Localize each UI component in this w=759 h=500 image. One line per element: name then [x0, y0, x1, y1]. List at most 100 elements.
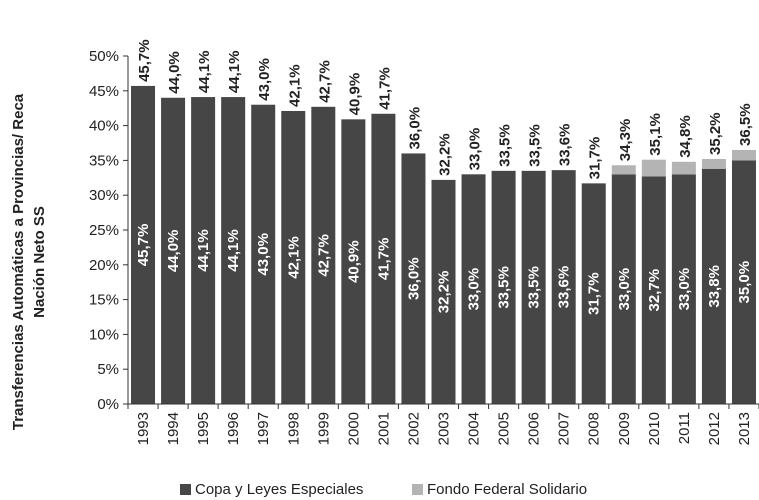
bar-value-label: 45,7% [135, 224, 152, 267]
bar-value-label: 41,7% [375, 238, 392, 281]
bar-total-label: 45,7% [136, 39, 153, 82]
y-tick-label: 0% [97, 396, 119, 413]
bar-copa [311, 106, 336, 405]
x-tick-label: 1998 [285, 412, 302, 445]
bar-total-label: 36,0% [406, 107, 423, 150]
bar-value-label: 33,6% [556, 266, 573, 309]
bar-copa [581, 183, 606, 404]
bar-value-label: 42,1% [285, 236, 302, 279]
bar-copa [671, 174, 696, 404]
bar-value-label: 32,7% [646, 269, 663, 312]
bar-total-label: 32,2% [437, 133, 454, 176]
y-tick-label: 40% [89, 118, 119, 135]
bar-total-label: 35,2% [707, 112, 724, 155]
legend: Copa y Leyes Especiales Fondo Federal So… [180, 481, 587, 498]
x-tick-label: 2013 [736, 412, 753, 445]
y-tick-label: 35% [89, 152, 119, 169]
y-axis-title: Transferencias Automáticas a Provincias/… [10, 93, 48, 430]
bar-total-label: 40,9% [346, 73, 363, 116]
bar-total-label: 42,1% [286, 64, 303, 107]
bar-value-label: 32,2% [436, 271, 453, 314]
y-axis: 0% 5% 10% 15% 20% 25% 30% 35% 40% 45% 50% [89, 48, 129, 413]
y-tick-label: 15% [89, 292, 119, 309]
bar-total-label: 33,0% [467, 128, 484, 171]
bar-total-label: 41,7% [376, 67, 393, 110]
bar-copa [701, 168, 726, 404]
y-tick-label: 30% [89, 187, 119, 204]
bar-total-label: 35,1% [647, 113, 664, 156]
legend-label-copa: Copa y Leyes Especiales [195, 481, 363, 498]
bar-copa [641, 176, 666, 404]
bar-copa [371, 113, 396, 404]
x-axis: 1993 1994 1995 1996 1997 1998 1999 2000 2001 2002… [127, 403, 759, 445]
x-tick-label: 2012 [706, 412, 723, 445]
x-tick-label: 1994 [165, 412, 182, 445]
x-tick-label: 2000 [345, 412, 362, 445]
bar-total-label: 31,7% [587, 137, 604, 180]
x-tick-label: 2010 [646, 412, 663, 445]
x-tick-label: 1997 [255, 412, 272, 445]
bar-copa [431, 179, 456, 404]
bar-value-label: 43,0% [255, 233, 272, 276]
bar-value-label: 36,0% [405, 257, 422, 300]
bar-copa [551, 170, 576, 404]
y-axis-title-line-2: Nación Neto SS [31, 206, 48, 318]
bar-copa [131, 85, 156, 404]
bar-value-label: 35,0% [736, 261, 753, 304]
bar-value-label: 33,0% [676, 268, 693, 311]
bar-total-label: 44,1% [226, 51, 243, 94]
bar-value-label: 42,7% [315, 234, 332, 277]
y-tick-label: 50% [89, 48, 119, 65]
bar-value-label: 33,5% [526, 266, 543, 309]
x-tick-label: 2005 [496, 412, 513, 445]
x-tick-label: 2008 [586, 412, 603, 445]
bar-copa [191, 97, 216, 405]
bar-fondo [731, 149, 756, 161]
bar-copa [731, 160, 756, 404]
bar-value-label: 31,7% [586, 272, 603, 315]
x-tick-label: 2004 [466, 412, 483, 445]
x-tick-label: 2006 [526, 412, 543, 445]
legend-swatch-fondo [412, 484, 423, 495]
x-tick-label: 1993 [135, 412, 152, 445]
y-axis-title-line-1: Transferencias Automáticas a Provincias/… [10, 93, 27, 430]
bar-copa [611, 174, 636, 404]
x-tick-label: 2001 [375, 412, 392, 445]
bar-copa [341, 119, 366, 404]
x-tick-label: 1995 [195, 412, 212, 445]
bar-total-label: 33,5% [527, 124, 544, 167]
bar-total-label: 43,0% [256, 58, 273, 101]
bar-copa [281, 110, 306, 404]
x-tick-label: 2007 [556, 412, 573, 445]
bar-value-label: 44,1% [225, 229, 242, 272]
bar-copa [461, 174, 486, 404]
bar-total-label: 42,7% [316, 60, 333, 103]
bar-copa [221, 97, 246, 405]
bar-copa [161, 97, 186, 404]
bar-fondo [701, 159, 726, 169]
legend-swatch-copa [180, 484, 191, 495]
y-tick-label: 45% [89, 83, 119, 100]
x-tick-label: 2011 [676, 412, 693, 444]
bar-total-label: 33,6% [557, 124, 574, 167]
bar-total-label: 33,5% [497, 124, 514, 167]
x-tick-label: 1996 [225, 412, 242, 445]
bar-fondo [641, 159, 666, 177]
bar-copa [401, 153, 426, 404]
bar-value-label: 33,0% [616, 268, 633, 311]
bar-copa [491, 170, 516, 404]
y-tick-label: 5% [97, 361, 119, 378]
bar-value-label: 44,1% [195, 229, 212, 272]
bar-total-label: 44,0% [166, 51, 183, 94]
bar-value-label: 40,9% [345, 240, 362, 283]
bar-total-label: 36,5% [737, 103, 754, 146]
bar-value-label: 33,8% [706, 265, 723, 308]
bars-group: 45,7% 45,7% 44,0% 44,0% 44,1% 44,1% 44,1% 44,1%… [131, 39, 756, 405]
legend-label-fondo: Fondo Federal Solidario [427, 481, 587, 498]
bar-copa [251, 104, 276, 404]
bar-value-label: 44,0% [165, 230, 182, 273]
bar-fondo [671, 161, 696, 175]
bar-total-label: 34,8% [677, 115, 694, 158]
bar-value-label: 33,5% [496, 266, 513, 309]
